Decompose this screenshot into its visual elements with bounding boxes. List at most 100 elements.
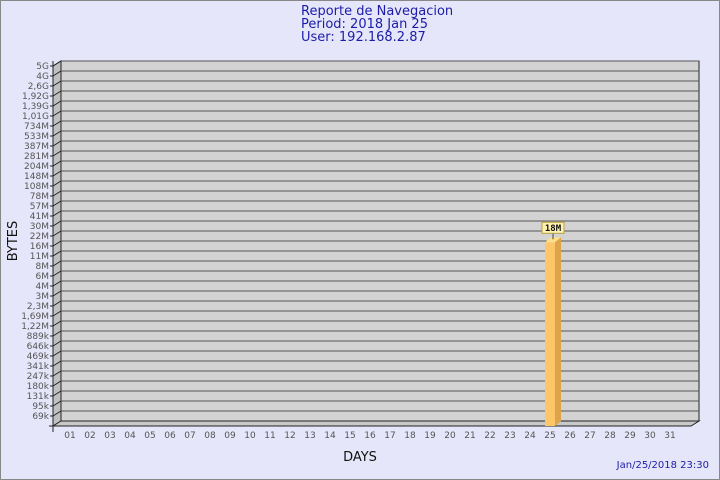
- y-tick-slant: [52, 120, 62, 127]
- y-tick-label: 1,01G: [22, 112, 49, 122]
- x-tick-label: 26: [564, 431, 576, 441]
- y-tick-label: 4G: [36, 72, 49, 82]
- y-tick-slant: [52, 240, 62, 247]
- y-tick-slant: [52, 190, 62, 197]
- y-tick-slant: [52, 200, 62, 207]
- y-tick-label: 204M: [24, 162, 49, 172]
- y-tick-slant: [52, 410, 62, 417]
- y-tick-label: 11M: [30, 252, 49, 262]
- y-tick-slant: [52, 100, 62, 107]
- y-tick-slant: [52, 210, 62, 217]
- y-tick-slant: [52, 390, 62, 397]
- timestamp: Jan/25/2018 23:30: [616, 460, 709, 471]
- x-tick-label: 28: [604, 431, 616, 441]
- x-tick-label: 08: [204, 431, 216, 441]
- y-tick-slant: [52, 280, 62, 287]
- x-axis-title: DAYS: [343, 450, 377, 465]
- x-tick-label: 09: [224, 431, 236, 441]
- x-tick-label: 31: [664, 431, 675, 441]
- y-tick-slant: [52, 70, 62, 77]
- x-tick-label: 19: [424, 431, 436, 441]
- x-tick-label: 30: [644, 431, 656, 441]
- y-tick-slant: [52, 270, 62, 277]
- y-tick-label: 341k: [27, 362, 50, 372]
- x-tick-label: 06: [164, 431, 176, 441]
- x-tick-label: 18: [404, 431, 416, 441]
- x-tick-label: 17: [384, 431, 395, 441]
- y-tick-label: 2,3M: [27, 302, 49, 312]
- y-tick-slant: [52, 180, 62, 187]
- bar-side-day-25: [555, 237, 561, 426]
- x-tick-label: 24: [524, 431, 536, 441]
- x-tick-label: 04: [124, 431, 136, 441]
- y-tick-label: 1,92G: [22, 92, 49, 102]
- x-tick-label: 25: [544, 431, 555, 441]
- x-tick-label: 15: [344, 431, 355, 441]
- y-tick-slant: [52, 260, 62, 267]
- x-tick-label: 12: [284, 431, 295, 441]
- y-tick-label: 41M: [30, 212, 49, 222]
- y-tick-slant: [52, 220, 62, 227]
- bar-top-day-25: [545, 237, 561, 243]
- x-tick-label: 20: [444, 431, 456, 441]
- data-label-box: [541, 221, 565, 234]
- y-tick-slant: [52, 230, 62, 237]
- y-tick-label: 889k: [27, 332, 50, 342]
- x-tick-label: 13: [304, 431, 315, 441]
- y-tick-slant: [52, 330, 62, 337]
- y-tick-label: 131k: [27, 392, 50, 402]
- x-tick-label: 05: [144, 431, 155, 441]
- y-tick-slant: [52, 360, 62, 367]
- chart-title: Reporte de Navegacion: [301, 4, 454, 19]
- y-tick-slant: [52, 320, 62, 327]
- y-tick-label: 16M: [30, 242, 49, 252]
- x-tick-label: 07: [184, 431, 195, 441]
- y-tick-slant: [52, 290, 62, 297]
- x-tick-label: 02: [84, 431, 95, 441]
- y-tick-label: 1,22M: [21, 322, 49, 332]
- y-tick-slant: [52, 310, 62, 317]
- y-tick-slant: [52, 370, 62, 377]
- y-tick-slant: [52, 90, 62, 97]
- x-tick-label: 14: [324, 431, 336, 441]
- y-tick-slant: [52, 350, 62, 357]
- y-tick-label: 78M: [30, 192, 49, 202]
- x-tick-label: 27: [584, 431, 595, 441]
- y-tick-slant: [52, 150, 62, 157]
- y-tick-label: 8M: [36, 262, 50, 272]
- y-tick-label: 1,69M: [21, 312, 49, 322]
- chart-period: Period: 2018 Jan 25: [301, 17, 428, 32]
- y-tick-label: 22M: [30, 232, 49, 242]
- y-tick-slant: [52, 160, 62, 167]
- bar-day-25: [545, 242, 555, 426]
- y-tick-label: 3M: [36, 292, 50, 302]
- plot-floor: [51, 420, 701, 427]
- y-tick-slant: [52, 400, 62, 407]
- y-tick-label: 95k: [32, 402, 49, 412]
- y-tick-slant: [52, 80, 62, 87]
- y-tick-slant: [52, 250, 62, 257]
- x-tick-label: 11: [264, 431, 275, 441]
- y-tick-slant: [52, 140, 62, 147]
- y-tick-label: 2,6G: [28, 82, 49, 92]
- x-tick-label: 16: [364, 431, 376, 441]
- y-tick-label: 247k: [27, 372, 50, 382]
- y-tick-label: 387M: [24, 142, 49, 152]
- y-tick-slant: [52, 130, 62, 137]
- chart-user: User: 192.168.2.87: [301, 30, 426, 45]
- y-axis-title: BYTES: [6, 221, 21, 262]
- x-tick-label: 29: [624, 431, 636, 441]
- y-tick-label: 148M: [24, 172, 49, 182]
- y-tick-label: 281M: [24, 152, 49, 162]
- y-tick-label: 57M: [30, 202, 49, 212]
- y-tick-label: 30M: [30, 222, 49, 232]
- y-tick-label: 108M: [24, 182, 49, 192]
- y-tick-slant: [52, 60, 62, 67]
- x-tick-label: 22: [484, 431, 495, 441]
- y-tick-slant: [52, 170, 62, 177]
- y-tick-label: 646k: [27, 342, 50, 352]
- y-tick-slant: [52, 340, 62, 347]
- y-tick-label: 734M: [24, 122, 49, 132]
- data-label: 18M: [545, 224, 562, 234]
